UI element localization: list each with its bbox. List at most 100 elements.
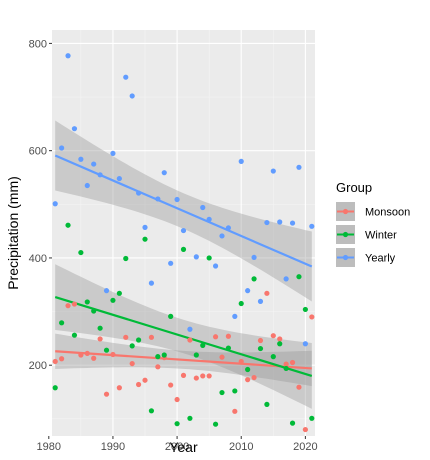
y-tick-label: 400	[29, 253, 47, 265]
point-yearly	[258, 299, 263, 304]
point-monsoon	[130, 361, 135, 366]
point-monsoon	[59, 356, 64, 361]
point-winter	[309, 416, 314, 421]
point-monsoon	[277, 336, 282, 341]
legend-label-yearly: Yearly	[365, 253, 396, 265]
point-winter	[149, 408, 154, 413]
point-yearly	[251, 255, 256, 260]
point-monsoon	[78, 352, 83, 357]
point-yearly	[219, 233, 224, 238]
point-yearly	[162, 170, 167, 175]
point-monsoon	[53, 359, 58, 364]
point-yearly	[130, 93, 135, 98]
point-winter	[207, 255, 212, 260]
point-winter	[168, 314, 173, 319]
point-monsoon	[181, 373, 186, 378]
point-winter	[117, 291, 122, 296]
point-winter	[123, 256, 128, 261]
point-monsoon	[219, 355, 224, 360]
point-winter	[277, 341, 282, 346]
y-axis-title: Precipitation (mm)	[5, 176, 21, 290]
point-yearly	[98, 172, 103, 177]
point-monsoon	[65, 303, 70, 308]
x-tick-label: 2010	[229, 441, 253, 453]
legend-key-point	[343, 255, 348, 260]
point-winter	[91, 308, 96, 313]
point-monsoon	[213, 334, 218, 339]
point-monsoon	[303, 427, 308, 432]
y-tick-label: 200	[29, 360, 47, 372]
point-monsoon	[117, 385, 122, 390]
x-tick-label: 1980	[37, 441, 61, 453]
point-monsoon	[232, 409, 237, 414]
point-winter	[142, 237, 147, 242]
point-yearly	[296, 165, 301, 170]
point-yearly	[168, 261, 173, 266]
point-monsoon	[309, 314, 314, 319]
point-yearly	[72, 126, 77, 131]
point-monsoon	[104, 392, 109, 397]
y-tick-label: 600	[29, 146, 47, 158]
point-winter	[155, 354, 160, 359]
legend: Group Monsoon Winter Yearly	[336, 180, 410, 267]
legend-key-point	[343, 232, 348, 237]
point-yearly	[155, 196, 160, 201]
point-monsoon	[168, 382, 173, 387]
point-yearly	[53, 201, 58, 206]
point-winter	[110, 298, 115, 303]
point-yearly	[85, 183, 90, 188]
point-monsoon	[290, 360, 295, 365]
legend-items: Monsoon Winter Yearly	[336, 202, 410, 267]
point-winter	[98, 326, 103, 331]
point-winter	[245, 367, 250, 372]
x-tick-label: 2020	[293, 441, 317, 453]
point-yearly	[207, 217, 212, 222]
legend-key-point	[343, 209, 348, 214]
point-winter	[130, 343, 135, 348]
point-monsoon	[149, 335, 154, 340]
point-monsoon	[98, 336, 103, 341]
point-yearly	[194, 254, 199, 259]
point-monsoon	[200, 373, 205, 378]
point-winter	[219, 390, 224, 395]
legend-label-winter: Winter	[365, 230, 397, 242]
point-yearly	[142, 225, 147, 230]
point-winter	[194, 352, 199, 357]
point-winter	[239, 301, 244, 306]
point-yearly	[226, 225, 231, 230]
point-yearly	[174, 197, 179, 202]
point-yearly	[213, 263, 218, 268]
point-winter	[296, 274, 301, 279]
point-yearly	[309, 224, 314, 229]
point-yearly	[78, 157, 83, 162]
point-winter	[213, 422, 218, 427]
point-winter	[226, 345, 231, 350]
point-yearly	[123, 75, 128, 80]
point-yearly	[149, 281, 154, 286]
point-monsoon	[264, 291, 269, 296]
point-winter	[162, 352, 167, 357]
point-yearly	[290, 220, 295, 225]
point-winter	[258, 346, 263, 351]
point-yearly	[232, 314, 237, 319]
point-monsoon	[85, 351, 90, 356]
point-yearly	[245, 288, 250, 293]
y-axis-ticks: 200 400 600 800	[29, 38, 52, 372]
point-winter	[72, 333, 77, 338]
legend-label-monsoon: Monsoon	[365, 207, 410, 219]
point-winter	[59, 320, 64, 325]
point-winter	[187, 416, 192, 421]
point-yearly	[200, 205, 205, 210]
point-yearly	[59, 145, 64, 150]
y-tick-label: 800	[29, 38, 47, 50]
point-winter	[65, 223, 70, 228]
point-winter	[181, 247, 186, 252]
point-monsoon	[155, 364, 160, 369]
point-winter	[251, 276, 256, 281]
point-yearly	[264, 220, 269, 225]
point-yearly	[104, 288, 109, 293]
point-yearly	[271, 168, 276, 173]
point-monsoon	[91, 356, 96, 361]
point-yearly	[65, 53, 70, 58]
